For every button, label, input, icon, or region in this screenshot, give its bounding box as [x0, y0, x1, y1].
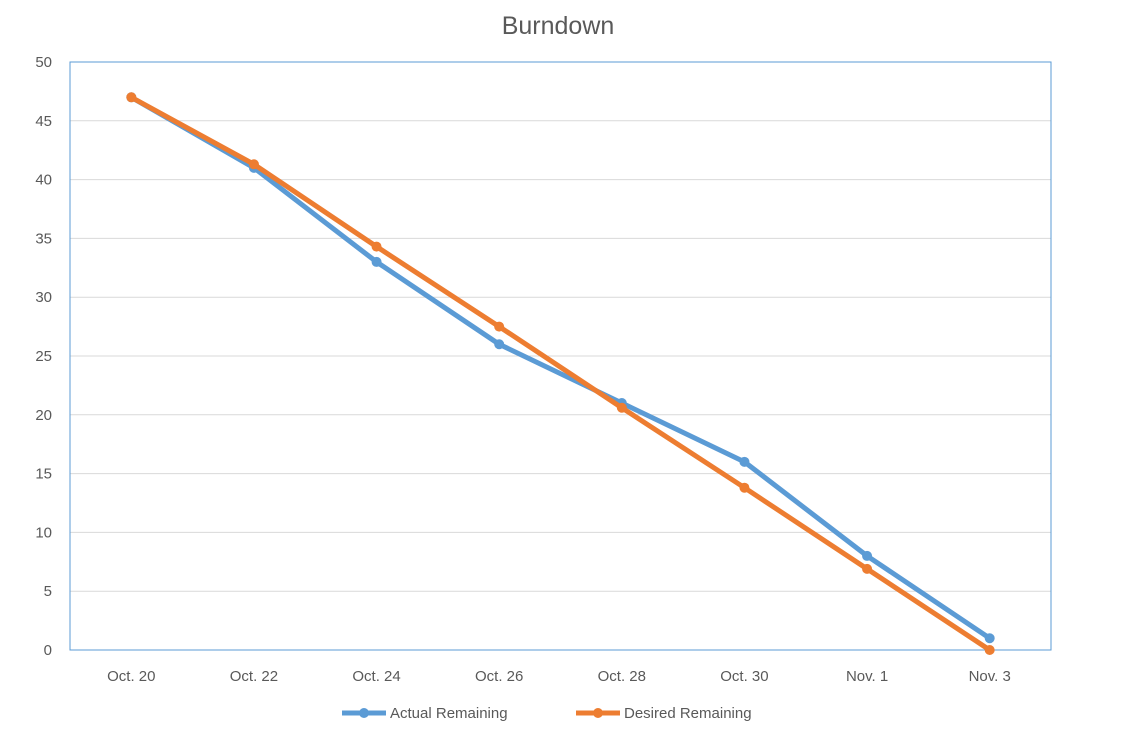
y-axis-tick-labels: 0 5 10 15 20 25 30 35 40 45 50 [35, 54, 52, 659]
y-tick-label: 0 [44, 642, 52, 659]
y-tick-label: 50 [35, 54, 52, 71]
x-tick-label: Oct. 24 [352, 668, 400, 685]
x-axis-tick-labels: Oct. 20 Oct. 22 Oct. 24 Oct. 26 Oct. 28 Oct. … [107, 668, 1011, 685]
data-point [371, 241, 382, 252]
x-tick-label: Oct. 28 [598, 668, 646, 685]
y-tick-label: 40 [35, 172, 52, 189]
y-tick-label: 30 [35, 289, 52, 306]
legend-item: Desired Remaining [576, 705, 752, 722]
y-tick-label: 15 [35, 466, 52, 483]
data-point [739, 482, 750, 493]
legend-swatch-marker [593, 708, 603, 718]
x-tick-label: Oct. 22 [230, 668, 278, 685]
data-point [248, 159, 259, 170]
y-tick-label: 10 [35, 524, 52, 541]
gridlines [70, 120, 1051, 592]
data-point [984, 645, 995, 655]
series-lines [126, 92, 995, 655]
x-tick-label: Nov. 1 [846, 668, 888, 685]
legend-label: Actual Remaining [390, 705, 508, 722]
legend-item: Actual Remaining [342, 705, 508, 722]
series-line [128, 94, 993, 641]
y-tick-label: 35 [35, 230, 52, 247]
y-tick-label: 20 [35, 407, 52, 424]
data-point [739, 456, 750, 467]
series-group [126, 92, 995, 655]
x-tick-label: Oct. 30 [720, 668, 768, 685]
legend: Actual Remaining Desired Remaining [342, 705, 752, 722]
data-point [862, 550, 873, 561]
data-point [984, 633, 995, 644]
data-point [862, 563, 873, 574]
data-point [371, 256, 382, 267]
data-point [126, 92, 137, 103]
data-point [616, 402, 627, 413]
data-point [494, 339, 505, 350]
plot-area-border [69, 61, 1052, 651]
x-tick-label: Oct. 26 [475, 668, 523, 685]
data-point [494, 321, 505, 332]
y-tick-label: 45 [35, 113, 52, 130]
chart-title: Burndown [502, 12, 615, 40]
legend-label: Desired Remaining [624, 705, 752, 722]
x-tick-label: Nov. 3 [969, 668, 1011, 685]
legend-swatch-marker [359, 708, 369, 718]
x-tick-label: Oct. 20 [107, 668, 155, 685]
y-tick-label: 5 [44, 583, 52, 600]
series-line [128, 94, 993, 653]
y-tick-label: 25 [35, 348, 52, 365]
